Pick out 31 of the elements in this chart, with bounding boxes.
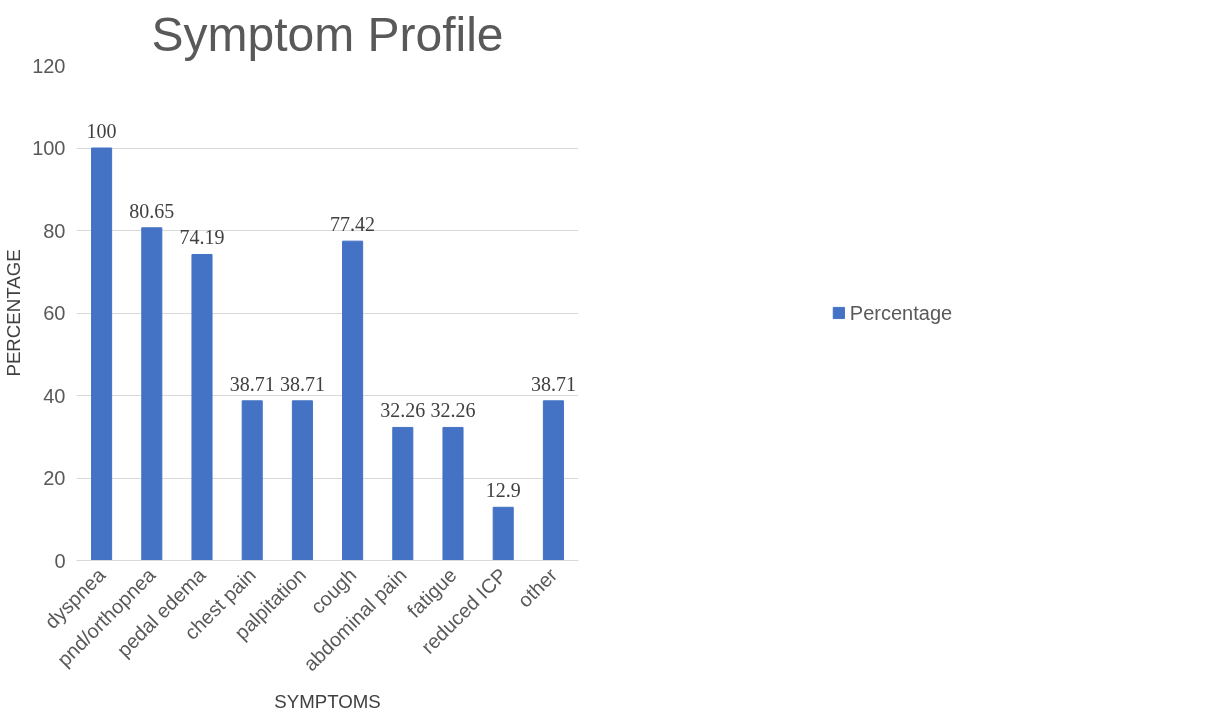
bar [91, 147, 113, 561]
bar [442, 426, 464, 561]
data-label: 38.71 [229, 372, 275, 395]
data-label: 38.71 [530, 372, 576, 395]
data-label: 32.26 [430, 399, 476, 422]
y-tick-label: 60 [43, 302, 66, 324]
y-axis-title: PERCENTAGE [3, 249, 25, 377]
data-label: 32.26 [380, 399, 426, 422]
y-tick-label: 40 [43, 384, 66, 407]
bar [492, 506, 514, 561]
bar [542, 400, 564, 561]
data-label: 74.19 [179, 226, 225, 249]
chart-title: Symptom Profile [151, 7, 504, 61]
legend-label: Percentage [849, 301, 953, 324]
bar [392, 426, 414, 561]
y-tick-label: 20 [43, 467, 66, 489]
bar [342, 240, 364, 561]
y-tick-label: 0 [54, 549, 66, 572]
data-label: 80.65 [129, 199, 175, 222]
data-label: 100 [86, 120, 117, 142]
bar [191, 253, 213, 561]
data-label: 38.71 [279, 372, 325, 395]
x-axis-title: SYMPTOMS [274, 690, 381, 712]
y-tick-label: 120 [32, 54, 66, 77]
bar [241, 400, 263, 561]
y-tick-label: 100 [32, 137, 66, 159]
bar [141, 227, 163, 561]
y-tick-label: 80 [43, 219, 66, 242]
data-label: 12.9 [485, 479, 521, 502]
bar [291, 400, 313, 561]
data-label: 77.42 [330, 213, 376, 236]
